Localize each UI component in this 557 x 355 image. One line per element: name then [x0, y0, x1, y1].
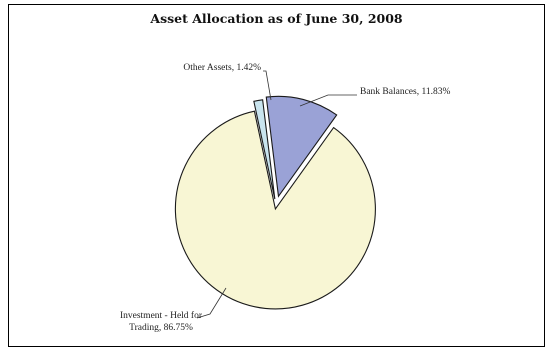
slice-label-1-line-0: Investment - Held for — [120, 310, 203, 321]
slice-label-1-line-1: Trading, 86.75% — [129, 323, 193, 333]
slice-label-2: Other Assets, 1.42% — [183, 63, 261, 73]
leader-line-0 — [299, 94, 357, 107]
pie-slice-2 — [253, 99, 276, 200]
pie-slice-0 — [265, 95, 338, 198]
slice-label-0: Bank Balances, 11.83% — [360, 87, 450, 97]
pie-slice-1 — [174, 110, 376, 310]
leader-line-1 — [196, 287, 227, 319]
leader-line-2 — [263, 70, 272, 101]
chart-title: Asset Allocation as of June 30, 2008 — [150, 11, 403, 26]
